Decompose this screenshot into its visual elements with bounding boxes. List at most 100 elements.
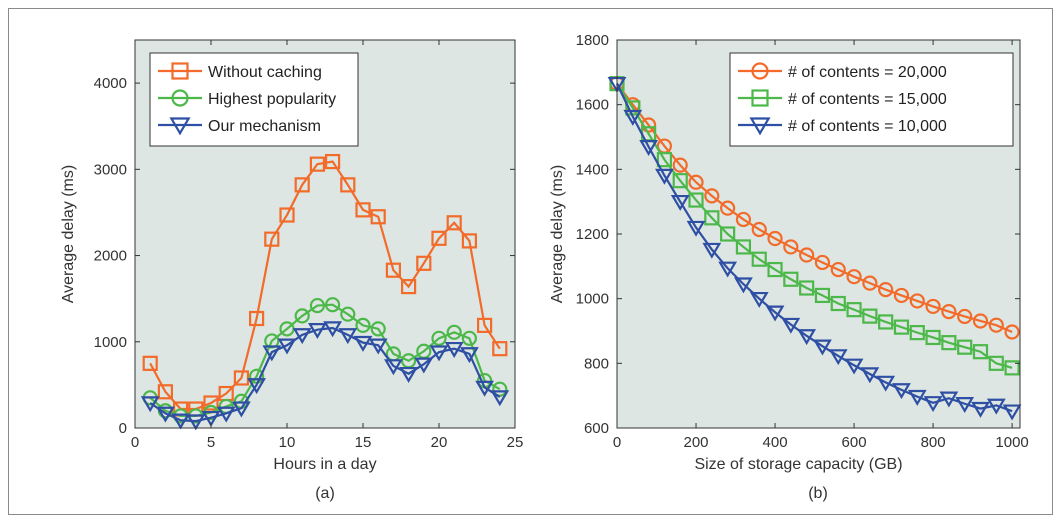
data-point [799, 247, 815, 263]
y-tick-label: 600 [584, 420, 609, 437]
chart-panel-b: 0 200 400 600 800 1000 600 800 1000 1200 1400 1600 1… [549, 32, 1029, 502]
y-tick-label: 1600 [576, 97, 609, 114]
panel-label: (a) [315, 485, 335, 502]
data-point [623, 109, 643, 126]
y-tick-label: 1000 [576, 291, 609, 308]
data-point [639, 139, 659, 156]
data-point [338, 328, 358, 345]
y-axis-label: Average delay (ms) [549, 165, 566, 303]
data-point [461, 330, 477, 346]
data-point [878, 314, 894, 330]
data-point [384, 359, 403, 376]
data-point [309, 297, 325, 314]
data-point [340, 177, 356, 193]
data-point [216, 406, 236, 423]
data-point [247, 378, 266, 395]
data-point [767, 230, 783, 247]
data-point [704, 210, 720, 226]
data-point [734, 277, 753, 294]
data-point [142, 355, 158, 371]
data-point [399, 366, 418, 383]
data-point [907, 389, 927, 406]
data-point [783, 271, 799, 287]
legend-marker [751, 89, 769, 107]
data-point [893, 287, 910, 304]
data-point [925, 329, 941, 346]
data-point [355, 202, 371, 218]
data-point [749, 291, 769, 308]
data-point [892, 383, 911, 400]
x-tick-label: 200 [684, 434, 709, 451]
data-point [955, 397, 975, 414]
data-point [308, 323, 327, 339]
data-point [972, 344, 989, 360]
data-point [797, 329, 817, 346]
data-point [475, 380, 494, 397]
data-point [862, 308, 878, 324]
data-point [444, 341, 464, 358]
data-point [292, 328, 312, 345]
data-point [490, 390, 510, 407]
data-point [1002, 404, 1022, 421]
data-point [385, 262, 401, 278]
data-point [988, 355, 1004, 371]
data-point [492, 341, 508, 357]
data-point [232, 401, 251, 418]
data-point [720, 200, 736, 216]
data-point [353, 335, 373, 352]
data-point [688, 192, 704, 208]
data-point [157, 384, 173, 400]
x-tick-label: 10 [279, 434, 296, 451]
data-point [860, 367, 880, 384]
data-point [429, 345, 449, 362]
axes-box [134, 39, 516, 429]
data-point [957, 339, 973, 355]
data-point [941, 304, 957, 320]
legend-entry-1: # of contents = 15,000 [738, 89, 947, 108]
data-point [446, 324, 462, 340]
x-axis-label: Hours in a day [273, 456, 376, 473]
data-point [249, 310, 265, 327]
data-point [325, 297, 341, 313]
data-point [186, 414, 206, 431]
data-point [655, 168, 674, 185]
data-point [957, 308, 973, 325]
panel-label: (b) [808, 485, 828, 502]
data-point [277, 338, 297, 355]
data-point [862, 275, 878, 291]
data-point [846, 269, 862, 285]
data-point [309, 156, 325, 172]
data-point [368, 338, 388, 355]
data-point [735, 239, 752, 255]
data-point [925, 298, 941, 315]
series-line [149, 160, 501, 411]
data-point [1004, 324, 1020, 340]
data-point [893, 319, 910, 335]
legend-label: # of contents = 10,000 [788, 118, 947, 135]
data-point [972, 313, 989, 329]
data-point [799, 280, 815, 296]
x-tick-label: 0 [131, 434, 139, 451]
data-point [201, 410, 221, 427]
data-point [988, 317, 1004, 333]
chart-panel-a: 0 5 10 15 20 25 0 1000 2000 3000 4000 Hours in a da… [60, 39, 523, 502]
x-tick-label: 0 [613, 434, 621, 451]
data-point [688, 174, 704, 190]
data-point [279, 207, 295, 223]
legend-box [149, 52, 359, 147]
data-point [264, 231, 280, 247]
y-tick-label: 1200 [576, 226, 609, 243]
legend-entry-0: # of contents = 20,000 [738, 62, 947, 81]
data-point [140, 396, 160, 413]
data-point [446, 215, 462, 231]
data-point [370, 321, 386, 337]
data-point [781, 317, 801, 334]
data-point [765, 305, 785, 322]
series-0 [609, 76, 1020, 340]
data-point [702, 242, 722, 259]
data-point [686, 220, 706, 237]
data-point [416, 255, 432, 271]
series-0 [142, 153, 508, 417]
data-point [939, 391, 959, 408]
